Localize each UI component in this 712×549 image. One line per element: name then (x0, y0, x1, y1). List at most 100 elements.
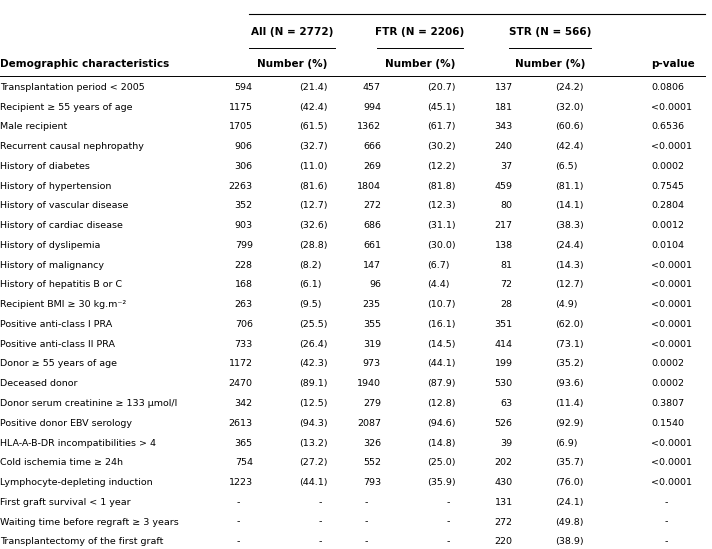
Text: 263: 263 (235, 300, 253, 309)
Text: (8.2): (8.2) (299, 261, 322, 270)
Text: 272: 272 (495, 518, 513, 526)
Text: <0.0001: <0.0001 (651, 281, 693, 289)
Text: 352: 352 (235, 201, 253, 210)
Text: (42.4): (42.4) (555, 142, 584, 151)
Text: 459: 459 (495, 182, 513, 191)
Text: 594: 594 (235, 83, 253, 92)
Text: 0.0002: 0.0002 (651, 162, 684, 171)
Text: 279: 279 (363, 399, 381, 408)
Text: FTR (N = 2206): FTR (N = 2206) (375, 27, 465, 37)
Text: Donor serum creatinine ≥ 133 μmol/l: Donor serum creatinine ≥ 133 μmol/l (0, 399, 177, 408)
Text: -: - (237, 537, 240, 546)
Text: 1705: 1705 (229, 122, 253, 131)
Text: 80: 80 (501, 201, 513, 210)
Text: 0.0104: 0.0104 (651, 241, 684, 250)
Text: History of hepatitis B or C: History of hepatitis B or C (0, 281, 122, 289)
Text: (26.4): (26.4) (299, 340, 328, 349)
Text: 457: 457 (363, 83, 381, 92)
Text: <0.0001: <0.0001 (651, 103, 693, 111)
Text: (13.2): (13.2) (299, 439, 328, 447)
Text: Recipient BMI ≥ 30 kg.m⁻²: Recipient BMI ≥ 30 kg.m⁻² (0, 300, 126, 309)
Text: <0.0001: <0.0001 (651, 458, 693, 467)
Text: 202: 202 (495, 458, 513, 467)
Text: (12.2): (12.2) (427, 162, 456, 171)
Text: -: - (664, 537, 667, 546)
Text: (93.6): (93.6) (555, 379, 584, 388)
Text: (31.1): (31.1) (427, 221, 456, 230)
Text: (28.8): (28.8) (299, 241, 328, 250)
Text: -: - (365, 537, 368, 546)
Text: (6.5): (6.5) (555, 162, 578, 171)
Text: Recurrent causal nephropathy: Recurrent causal nephropathy (0, 142, 144, 151)
Text: 365: 365 (235, 439, 253, 447)
Text: (24.2): (24.2) (555, 83, 584, 92)
Text: (24.4): (24.4) (555, 241, 584, 250)
Text: 0.1540: 0.1540 (651, 419, 684, 428)
Text: (89.1): (89.1) (299, 379, 328, 388)
Text: 63: 63 (501, 399, 513, 408)
Text: (11.0): (11.0) (299, 162, 328, 171)
Text: (20.7): (20.7) (427, 83, 456, 92)
Text: 706: 706 (235, 320, 253, 329)
Text: 228: 228 (235, 261, 253, 270)
Text: -: - (447, 498, 450, 507)
Text: <0.0001: <0.0001 (651, 142, 693, 151)
Text: (42.3): (42.3) (299, 360, 328, 368)
Text: (4.4): (4.4) (427, 281, 450, 289)
Text: 326: 326 (363, 439, 381, 447)
Text: (60.6): (60.6) (555, 122, 584, 131)
Text: 342: 342 (235, 399, 253, 408)
Text: (61.5): (61.5) (299, 122, 328, 131)
Text: (32.7): (32.7) (299, 142, 328, 151)
Text: 430: 430 (495, 478, 513, 487)
Text: -: - (447, 518, 450, 526)
Text: 0.7545: 0.7545 (651, 182, 684, 191)
Text: 72: 72 (501, 281, 513, 289)
Text: (38.3): (38.3) (555, 221, 584, 230)
Text: (12.3): (12.3) (427, 201, 456, 210)
Text: (11.4): (11.4) (555, 399, 584, 408)
Text: 686: 686 (363, 221, 381, 230)
Text: (14.5): (14.5) (427, 340, 456, 349)
Text: (12.7): (12.7) (299, 201, 328, 210)
Text: (14.8): (14.8) (427, 439, 456, 447)
Text: 0.0012: 0.0012 (651, 221, 684, 230)
Text: (62.0): (62.0) (555, 320, 584, 329)
Text: 131: 131 (495, 498, 513, 507)
Text: 733: 733 (234, 340, 253, 349)
Text: (94.6): (94.6) (427, 419, 456, 428)
Text: 414: 414 (495, 340, 513, 349)
Text: 1940: 1940 (357, 379, 381, 388)
Text: Donor ≥ 55 years of age: Donor ≥ 55 years of age (0, 360, 117, 368)
Text: Demographic characteristics: Demographic characteristics (0, 59, 169, 69)
Text: (38.9): (38.9) (555, 537, 584, 546)
Text: (35.9): (35.9) (427, 478, 456, 487)
Text: 661: 661 (363, 241, 381, 250)
Text: (76.0): (76.0) (555, 478, 584, 487)
Text: 168: 168 (235, 281, 253, 289)
Text: HLA-A-B-DR incompatibilities > 4: HLA-A-B-DR incompatibilities > 4 (0, 439, 156, 447)
Text: Positive anti-class I PRA: Positive anti-class I PRA (0, 320, 112, 329)
Text: Number (%): Number (%) (385, 59, 455, 69)
Text: (12.8): (12.8) (427, 399, 456, 408)
Text: 973: 973 (363, 360, 381, 368)
Text: (44.1): (44.1) (299, 478, 328, 487)
Text: Male recipient: Male recipient (0, 122, 67, 131)
Text: 220: 220 (495, 537, 513, 546)
Text: -: - (237, 498, 240, 507)
Text: <0.0001: <0.0001 (651, 439, 693, 447)
Text: 0.0002: 0.0002 (651, 360, 684, 368)
Text: 39: 39 (501, 439, 513, 447)
Text: 235: 235 (363, 300, 381, 309)
Text: (87.9): (87.9) (427, 379, 456, 388)
Text: Recipient ≥ 55 years of age: Recipient ≥ 55 years of age (0, 103, 132, 111)
Text: (61.7): (61.7) (427, 122, 456, 131)
Text: (25.5): (25.5) (299, 320, 328, 329)
Text: Cold ischemia time ≥ 24h: Cold ischemia time ≥ 24h (0, 458, 123, 467)
Text: 903: 903 (235, 221, 253, 230)
Text: Waiting time before regraft ≥ 3 years: Waiting time before regraft ≥ 3 years (0, 518, 179, 526)
Text: (14.3): (14.3) (555, 261, 584, 270)
Text: (16.1): (16.1) (427, 320, 456, 329)
Text: 343: 343 (494, 122, 513, 131)
Text: (32.0): (32.0) (555, 103, 584, 111)
